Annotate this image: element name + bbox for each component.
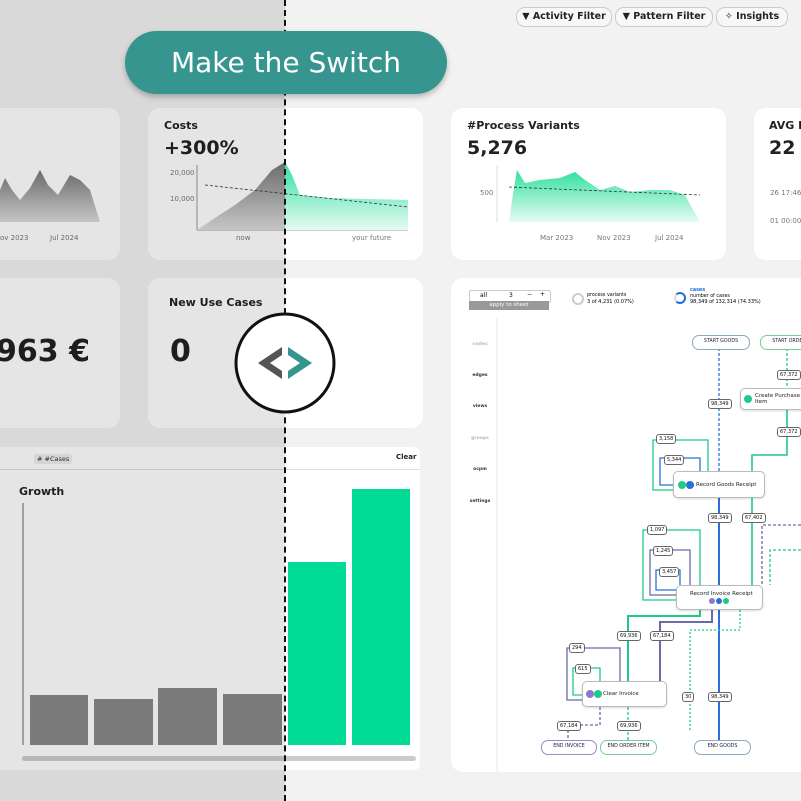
card-title: New Use Cases — [169, 296, 263, 309]
edge-label: 67,372 — [777, 427, 801, 437]
card-value: 22 ( — [769, 137, 801, 159]
insights-button[interactable]: ✧ Insights — [716, 7, 788, 27]
label: number of cases — [690, 294, 730, 299]
bar — [158, 688, 217, 745]
banner: Make the Switch — [125, 31, 447, 94]
card — [754, 108, 801, 260]
card-value: 963 € — [0, 334, 90, 369]
card-value: 5,276 — [467, 137, 528, 159]
y-label: 500 — [480, 189, 494, 197]
x-label: Nov 2023 — [597, 234, 631, 242]
sidebar-item[interactable]: settings — [469, 499, 491, 504]
end-node[interactable]: END GOODS — [694, 740, 751, 755]
x-label: Jul 2024 — [50, 234, 79, 242]
bar — [352, 489, 410, 745]
card-title: #Process Variants — [467, 119, 580, 132]
edge-label: 98,349 — [708, 513, 732, 523]
chart-title: Growth — [19, 485, 65, 498]
activity-node[interactable]: Record Invoice Receipt — [676, 585, 763, 610]
label: 98,349 of 132,314 (74.33%) — [690, 299, 761, 305]
edge-label: 69,936 — [617, 631, 641, 641]
x-label: Jul 2024 — [655, 234, 684, 242]
sidebar-item[interactable]: views — [472, 404, 488, 409]
label: Pattern Filter — [633, 11, 706, 22]
label[interactable]: − — [527, 291, 533, 298]
x-label: your future — [352, 234, 392, 242]
end-node[interactable]: END INVOICE — [541, 740, 597, 755]
switch-handle[interactable] — [233, 311, 337, 415]
card — [0, 108, 120, 260]
card-value: +300% — [164, 137, 239, 159]
area — [197, 162, 285, 230]
column-chip[interactable]: # #Cases — [34, 454, 73, 464]
edge-label: 3,457 — [659, 567, 680, 577]
edge-label: 294 — [569, 643, 585, 653]
area — [0, 170, 100, 222]
y-label: 26 17:46 — [770, 189, 801, 197]
icon — [572, 293, 584, 305]
bar — [223, 694, 282, 745]
edge-label: 1,097 — [647, 525, 668, 535]
sidebar-item[interactable]: nodes — [472, 342, 488, 347]
edge-label: 67,184 — [557, 721, 581, 731]
trend-line — [508, 186, 701, 196]
edge-label: 67,402 — [742, 513, 766, 523]
label: process variants — [587, 293, 627, 298]
edge-label: 67,372 — [777, 370, 801, 380]
edge-label: 3,158 — [656, 434, 677, 444]
edge-label: 30 — [682, 692, 695, 702]
start-node[interactable]: START GOODS — [692, 335, 750, 350]
sidebar-item[interactable]: ocpm — [473, 467, 487, 472]
activity-node[interactable]: Create Purchase O Item — [740, 388, 801, 410]
edge-label: 615 — [575, 664, 591, 674]
label: 3 of 4,231 (0.07%) — [587, 299, 634, 305]
bar — [288, 562, 346, 745]
edges — [496, 318, 801, 772]
label: Activity Filter — [532, 11, 606, 22]
edge-label: 98,349 — [708, 692, 732, 702]
area — [285, 162, 408, 230]
y-label: 10,000 — [170, 195, 195, 203]
activity-node[interactable]: Record Goods Receipt — [673, 471, 765, 498]
bar — [30, 695, 88, 745]
table-header — [0, 447, 420, 470]
card-value: 0 — [170, 334, 191, 369]
label: Insights — [736, 11, 780, 22]
bar — [94, 699, 153, 745]
activity-filter-button[interactable]: ▼ Activity Filter — [516, 7, 612, 27]
x-label: Mar 2023 — [540, 234, 574, 242]
x-label: ov 2023 — [0, 234, 29, 242]
label: cases — [690, 288, 706, 293]
y-label: 01 00:00 — [770, 217, 801, 225]
label: all — [480, 292, 488, 299]
edge-label: 1,245 — [653, 546, 674, 556]
activity-node[interactable]: Clear Invoice — [582, 681, 667, 707]
sidebar-item[interactable]: edges — [472, 373, 488, 378]
clear-button[interactable]: Clear — [396, 453, 417, 461]
start-node[interactable]: START ORDER — [760, 335, 801, 350]
end-node[interactable]: END ORDER ITEM — [600, 740, 657, 755]
edge-label: 69,936 — [617, 721, 641, 731]
edge-label: 67,184 — [650, 631, 674, 641]
trend-line — [204, 184, 409, 208]
card-title: AVG L — [769, 119, 801, 132]
y-label: 20,000 — [170, 169, 195, 177]
card — [0, 278, 120, 428]
sidebar-item[interactable]: groups — [471, 436, 489, 441]
before-overlay — [0, 0, 285, 801]
edge-label: 5,344 — [664, 455, 685, 465]
icon — [674, 292, 686, 304]
area — [509, 170, 700, 222]
label: 3 — [509, 292, 513, 299]
x-label: now — [236, 234, 251, 242]
scrollbar[interactable] — [22, 756, 416, 761]
edge-label: 98,349 — [708, 399, 732, 409]
card-title: Costs — [164, 119, 198, 132]
apply-button[interactable]: apply to sheet — [469, 301, 549, 310]
pattern-filter-button[interactable]: ▼ Pattern Filter — [615, 7, 713, 27]
label[interactable]: + — [540, 291, 546, 298]
